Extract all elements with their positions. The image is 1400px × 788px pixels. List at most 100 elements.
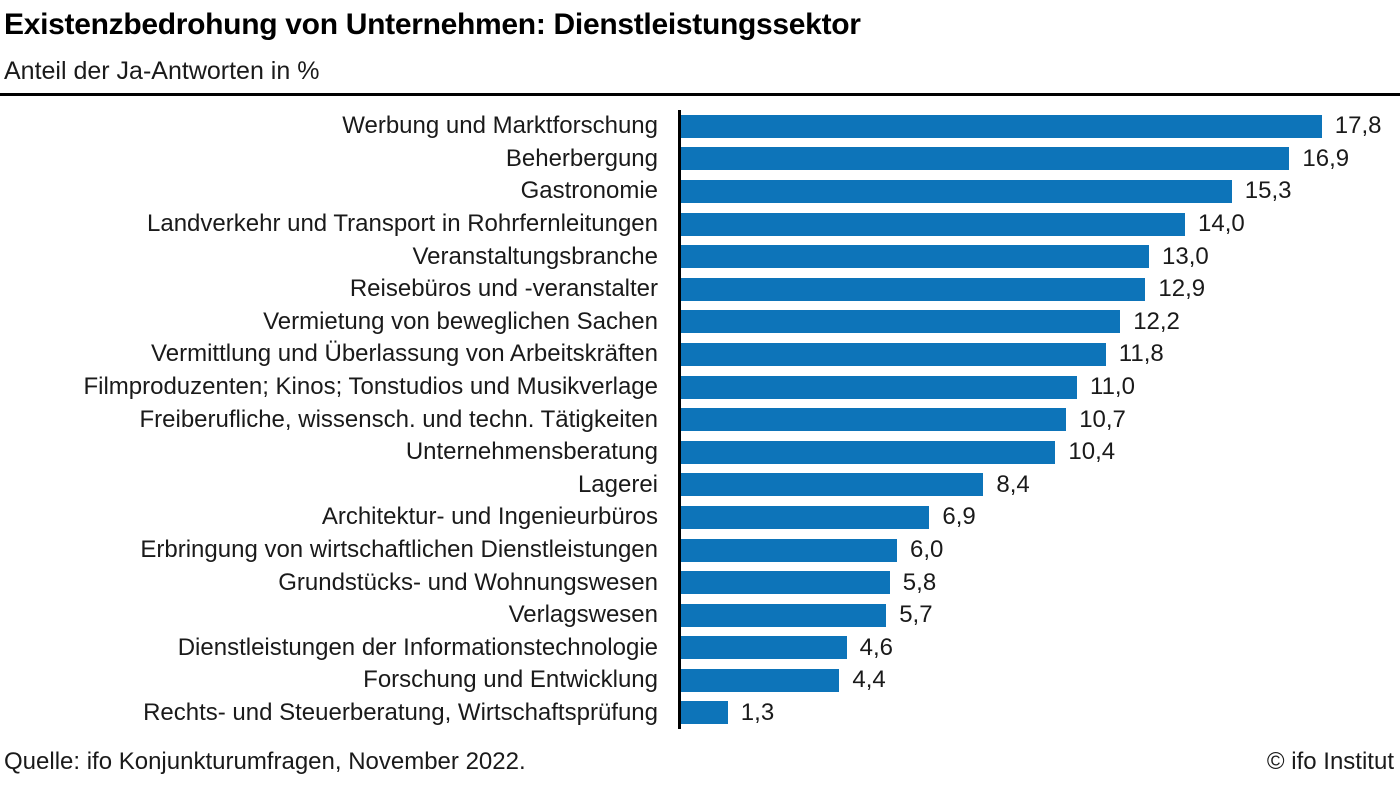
bar-zone: 4,6 [678,631,1400,665]
chart-footer: Quelle: ifo Konjunkturumfragen, November… [0,748,1400,776]
bar [681,179,1232,203]
category-label: Beherbergung [505,144,658,172]
bar-row: Verlagswesen 5,7 [0,598,1400,632]
bar [681,147,1290,171]
category-label: Verlagswesen [508,601,658,629]
bar-zone: 11,0 [678,370,1400,404]
bar-zone: 12,9 [678,272,1400,306]
chart-title: Existenzbedrohung von Unternehmen: Diens… [4,8,861,41]
category-label: Lagerei [577,470,658,498]
category-label: Vermittlung und Überlassung von Arbeitsk… [151,340,658,368]
bar-row: Reisebüros und -veranstalter 12,9 [0,272,1400,306]
bar-zone: 14,0 [678,207,1400,241]
bar-zone: 10,4 [678,435,1400,469]
bar-zone: 12,2 [678,305,1400,339]
header-divider [0,93,1400,96]
bar-zone: 5,7 [678,598,1400,632]
bar-row: Beherbergung 16,9 [0,142,1400,176]
value-label: 5,7 [899,601,933,629]
value-label: 6,9 [942,503,976,531]
bar-zone: 16,9 [678,142,1400,176]
bar-row: Werbung und Marktforschung 17,8 [0,110,1400,143]
bar-row: Dienstleistungen der Informationstechnol… [0,631,1400,665]
bar [681,342,1106,366]
bar [681,212,1185,236]
bar-row: Lagerei 8,4 [0,468,1400,502]
value-label: 10,7 [1079,405,1126,433]
value-label: 4,4 [852,666,886,694]
value-label: 14,0 [1198,210,1245,238]
bar [681,375,1077,399]
value-label: 13,0 [1162,242,1209,270]
value-label: 1,3 [740,698,775,726]
category-label: Dienstleistungen der Informationstechnol… [177,633,658,661]
bar [681,310,1121,334]
category-label: Freiberufliche, wissensch. und techn. Tä… [139,405,659,433]
value-label: 16,9 [1302,144,1350,172]
bar-row: Veranstaltungsbranche 13,0 [0,240,1400,273]
bar-row: Erbringung von wirtschaftlichen Dienstle… [0,533,1400,567]
category-label: Landverkehr und Transport in Rohrfernlei… [147,210,658,238]
bar [681,701,728,725]
bar-zone: 13,0 [678,240,1400,273]
bar-zone: 1,3 [678,696,1400,730]
bar-zone: 5,8 [678,566,1400,599]
value-label: 15,3 [1244,177,1292,205]
bar-row: Unternehmensberatung 10,4 [0,435,1400,469]
value-label: 8,4 [996,470,1030,498]
bar [681,538,897,562]
source-note: Quelle: ifo Konjunkturumfragen, November… [4,748,526,775]
bar-zone: 6,0 [678,533,1400,567]
value-label: 12,2 [1133,307,1180,335]
bar-chart: Werbung und Marktforschung 17,8 Beherbergu… [0,110,1400,730]
category-label: Rechts- und Steuerberatung, Wirtschaftsp… [143,698,658,726]
category-label: Gastronomie [520,177,658,205]
bar [681,603,887,627]
category-label: Filmproduzenten; Kinos; Tonstudios und M… [83,373,658,401]
bar-row: Freiberufliche, wissensch. und techn. Tä… [0,403,1400,436]
bar-zone: 6,9 [678,501,1400,534]
value-label: 4,6 [859,633,893,661]
bar-row: Rechts- und Steuerberatung, Wirtschaftsp… [0,696,1400,730]
value-label: 6,0 [910,536,944,564]
value-label: 10,4 [1068,438,1116,466]
category-label: Werbung und Marktforschung [342,112,658,140]
bar-zone: 11,8 [678,338,1400,371]
category-label: Unternehmensberatung [405,438,658,466]
bar-row: Landverkehr und Transport in Rohrfernlei… [0,207,1400,241]
bar-row: Grundstücks- und Wohnungswesen 5,8 [0,566,1400,599]
category-label: Forschung und Entwicklung [363,666,658,694]
bar-zone: 4,4 [678,664,1400,697]
category-label: Grundstücks- und Wohnungswesen [278,568,658,596]
bar [681,636,847,660]
category-label: Erbringung von wirtschaftlichen Dienstle… [140,536,658,564]
value-label: 11,8 [1118,340,1164,368]
bar [681,114,1322,138]
value-label: 12,9 [1158,275,1206,303]
bar-zone: 10,7 [678,403,1400,436]
bar-row: Vermietung von beweglichen Sachen 12,2 [0,305,1400,339]
bar-zone: 15,3 [678,175,1400,208]
bar [681,505,930,529]
value-label: 11,0 [1090,373,1135,401]
bar-row: Vermittlung und Überlassung von Arbeitsk… [0,338,1400,371]
category-label: Veranstaltungsbranche [412,242,658,270]
bar-row: Architektur- und Ingenieurbüros 6,9 [0,501,1400,534]
bar [681,408,1067,432]
bar [681,473,984,497]
value-label: 17,8 [1334,112,1382,140]
copyright-note: © ifo Institut [1266,748,1394,775]
bar-row: Filmproduzenten; Kinos; Tonstudios und M… [0,370,1400,404]
bar [681,245,1149,269]
bar-zone: 17,8 [678,110,1400,143]
category-label: Vermietung von beweglichen Sachen [263,307,658,335]
bar [681,440,1056,464]
bar [681,571,890,595]
chart-header: Existenzbedrohung von Unternehmen: Diens… [0,0,1400,86]
bar-zone: 8,4 [678,468,1400,502]
bar [681,668,840,692]
bar-row: Forschung und Entwicklung 4,4 [0,664,1400,697]
category-label: Reisebüros und -veranstalter [349,275,658,303]
bar-row: Gastronomie 15,3 [0,175,1400,208]
